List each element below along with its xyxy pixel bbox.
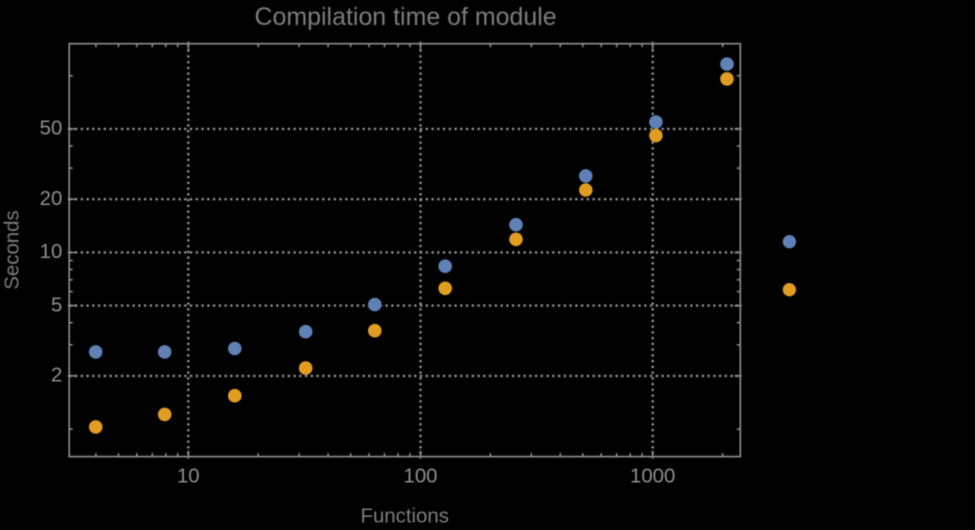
svg-text:100: 100	[403, 466, 437, 488]
svg-text:10: 10	[40, 241, 63, 263]
svg-text:Functions: Functions	[360, 506, 448, 526]
svg-text:5: 5	[51, 294, 62, 316]
svg-text:1000: 1000	[630, 466, 675, 488]
svg-text:Compilation time of module: Compilation time of module	[255, 3, 557, 31]
svg-text:10: 10	[177, 466, 200, 488]
svg-text:20: 20	[40, 188, 63, 210]
svg-text:Seconds: Seconds	[2, 210, 24, 289]
svg-text:50: 50	[40, 118, 63, 140]
svg-text:2: 2	[51, 365, 62, 387]
